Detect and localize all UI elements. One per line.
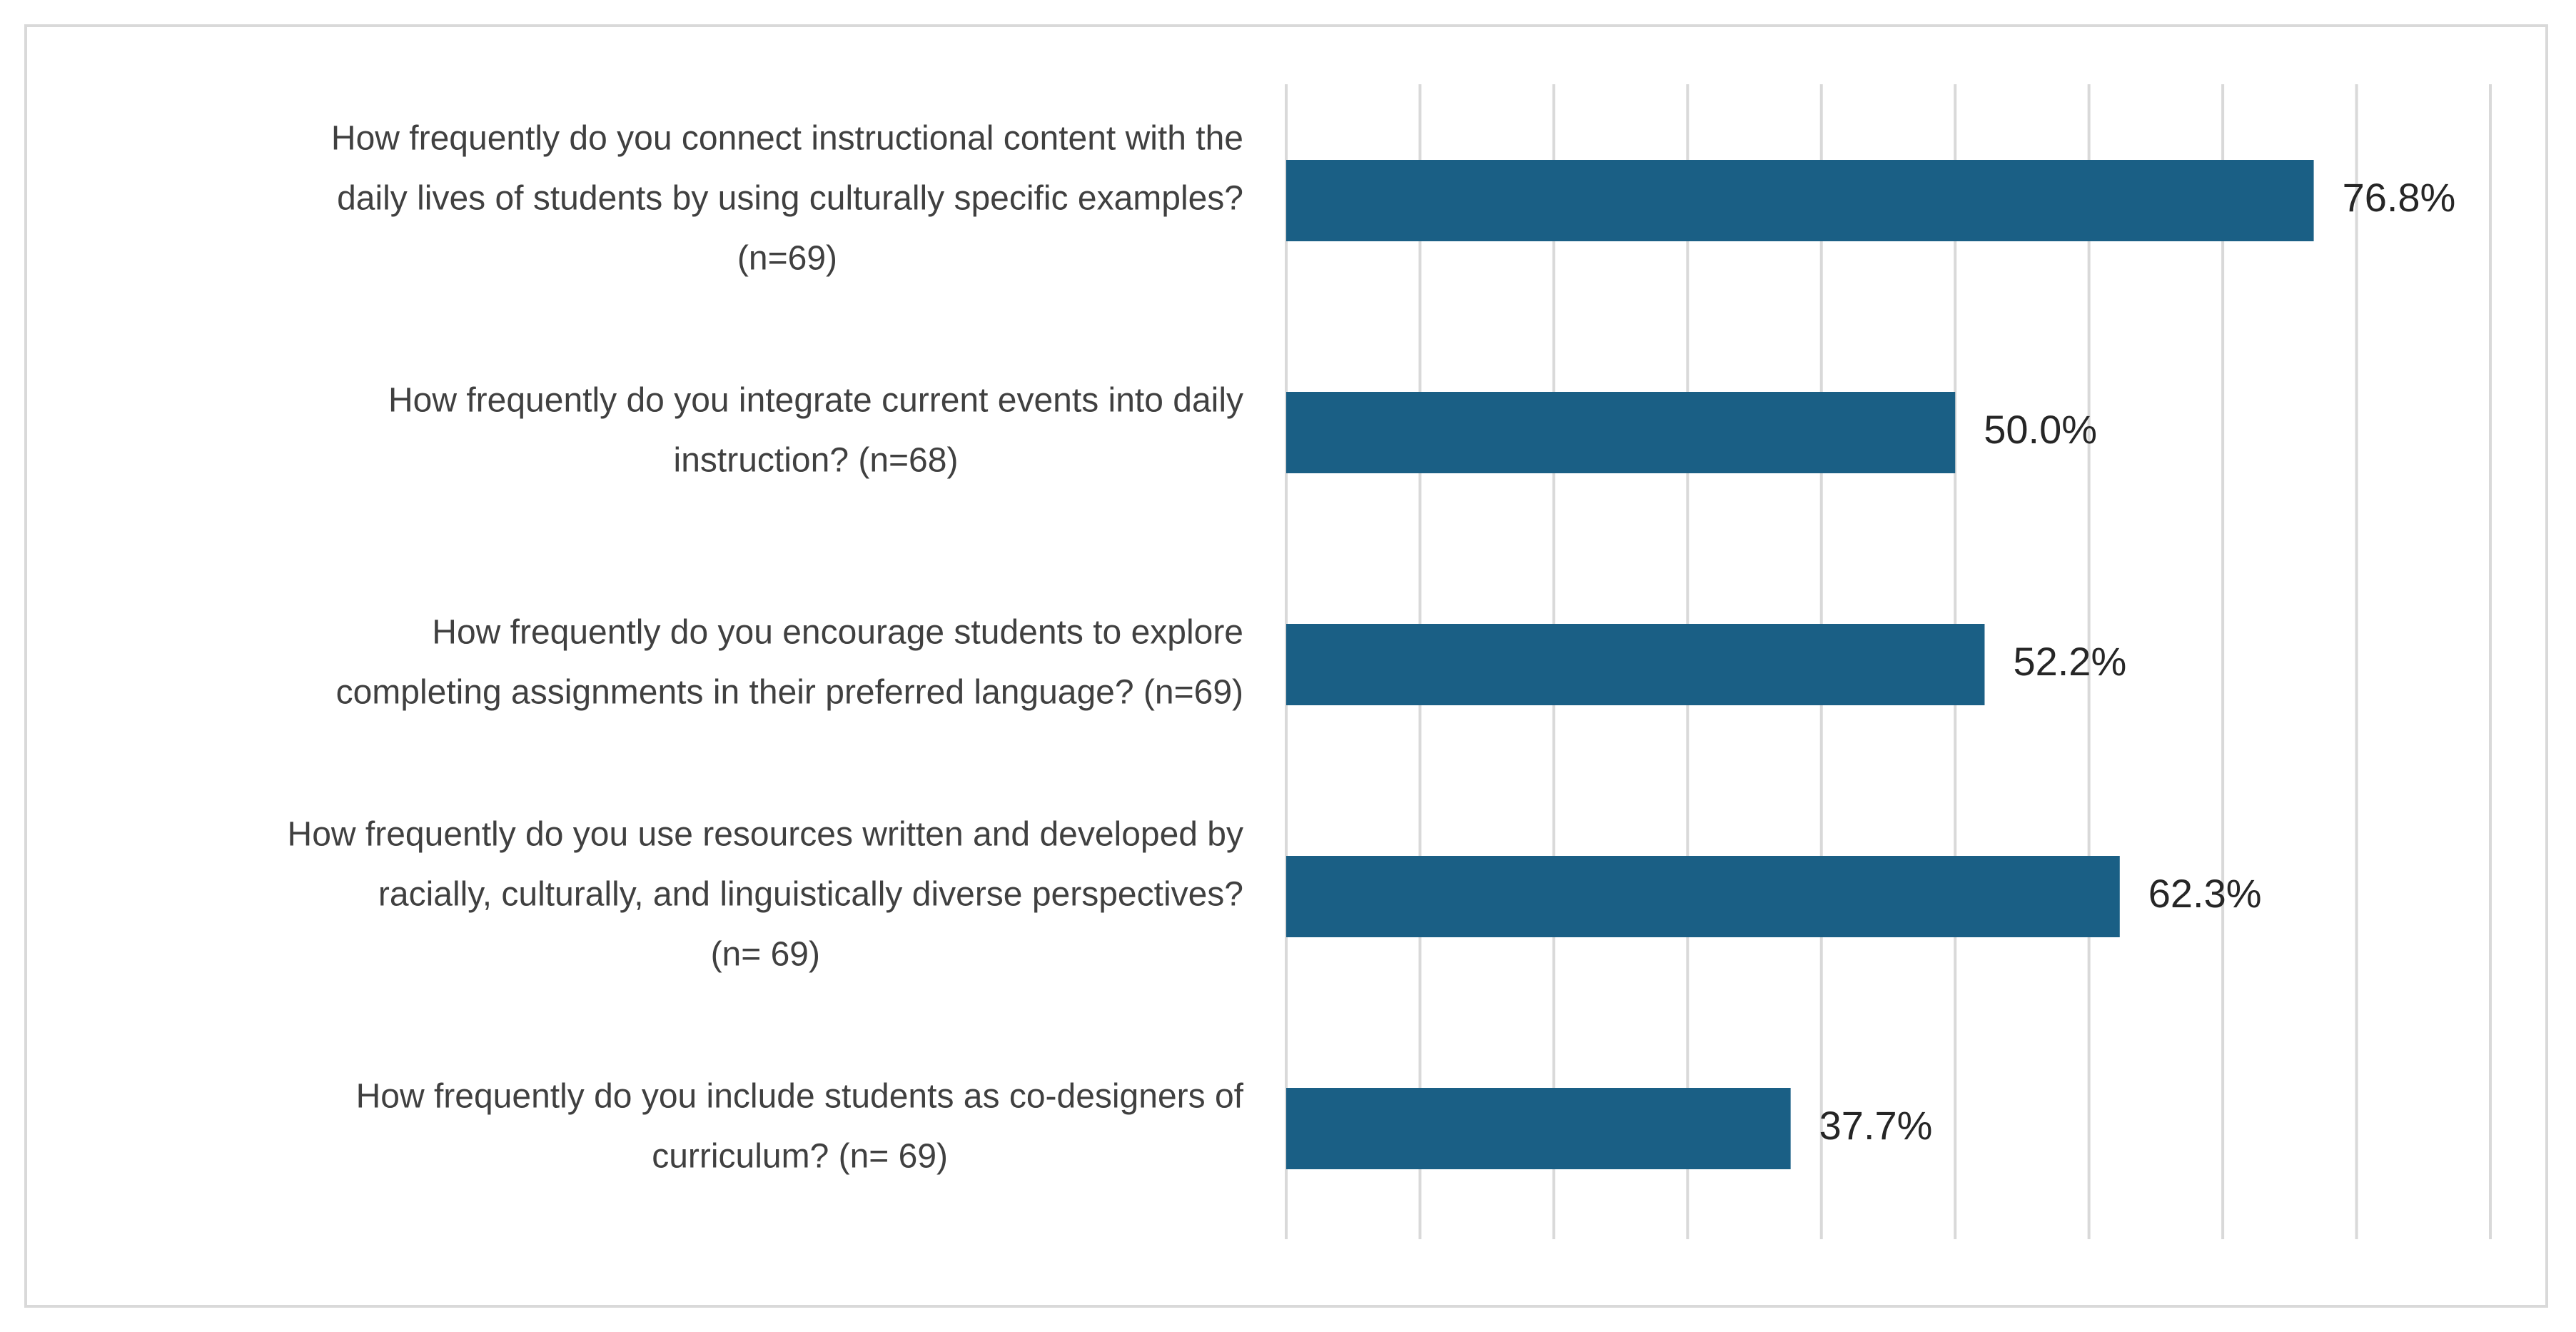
- bars: [1286, 160, 2314, 1169]
- category-labels: How frequently do you connect instructio…: [288, 120, 1244, 1176]
- category-label-5-line-1: How frequently do you include students a…: [356, 1078, 1244, 1116]
- category-label-4-line-3: (n= 69): [711, 936, 820, 974]
- category-label-1: How frequently do you connect instructio…: [331, 120, 1243, 278]
- category-label-2: How frequently do you integrate current …: [388, 382, 1243, 480]
- category-label-3-line-1: How frequently do you encourage students…: [432, 614, 1243, 652]
- gridlines: [1285, 84, 2492, 1239]
- bar-2: [1286, 392, 1956, 473]
- bar-1: [1286, 160, 2314, 241]
- category-label-5-line-2: curriculum? (n= 69): [652, 1138, 948, 1176]
- category-label-1-line-2: daily lives of students by using cultura…: [337, 180, 1243, 218]
- data-label-2: 50.0%: [1984, 407, 2097, 452]
- bar-5: [1286, 1088, 1791, 1169]
- data-label-5: 37.7%: [1819, 1103, 1933, 1148]
- category-label-2-line-2: instruction? (n=68): [674, 442, 959, 480]
- category-label-3: How frequently do you encourage students…: [336, 614, 1243, 712]
- data-label-3: 52.2%: [2013, 639, 2126, 684]
- category-label-4: How frequently do you use resources writ…: [288, 816, 1243, 974]
- category-label-3-line-2: completing assignments in their preferre…: [336, 674, 1243, 712]
- data-label-1: 76.8%: [2343, 175, 2456, 220]
- category-label-2-line-1: How frequently do you integrate current …: [388, 382, 1243, 420]
- category-label-4-line-2: racially, culturally, and linguistically…: [378, 876, 1243, 914]
- category-label-5: How frequently do you include students a…: [356, 1078, 1244, 1176]
- data-label-4: 62.3%: [2148, 871, 2262, 916]
- category-label-4-line-1: How frequently do you use resources writ…: [288, 816, 1243, 854]
- data-labels: 76.8% 50.0% 52.2% 62.3% 37.7%: [1819, 175, 2456, 1148]
- bar-3: [1286, 624, 1985, 705]
- category-label-1-line-3: (n=69): [737, 240, 837, 278]
- category-label-1-line-1: How frequently do you connect instructio…: [331, 120, 1243, 158]
- bar-4: [1286, 856, 2120, 937]
